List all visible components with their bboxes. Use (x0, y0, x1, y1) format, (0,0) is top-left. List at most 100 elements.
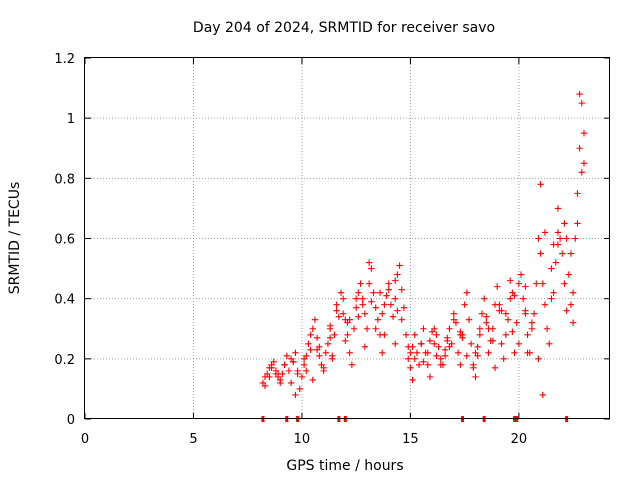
data-point (305, 340, 312, 347)
data-point (346, 349, 353, 357)
x-tick-label: 5 (189, 432, 197, 447)
chart-title: Day 204 of 2024, SRMTID for receiver sav… (193, 20, 495, 36)
data-point (476, 325, 484, 332)
data-point (329, 352, 336, 360)
data-point (441, 346, 449, 354)
data-point (511, 292, 518, 299)
data-point (339, 295, 347, 302)
data-point (524, 331, 531, 338)
data-point (292, 391, 299, 399)
data-point (316, 343, 323, 350)
data-point (463, 352, 471, 360)
y-axis-label: SRMTID / TECUs (7, 182, 23, 295)
data-point (498, 307, 505, 314)
data-point (309, 325, 316, 332)
data-point (470, 364, 477, 372)
data-point (426, 337, 434, 344)
data-point (574, 190, 581, 197)
data-point (507, 277, 514, 284)
data-point (556, 235, 564, 242)
data-point (379, 310, 386, 317)
data-point (533, 280, 540, 287)
data-point (355, 289, 362, 296)
data-point (283, 352, 290, 360)
data-point (409, 376, 416, 384)
data-point (528, 319, 536, 326)
data-point (457, 328, 464, 335)
data-point (398, 286, 405, 293)
data-point (500, 355, 507, 363)
x-tick-label: 10 (294, 432, 311, 447)
data-point (530, 310, 538, 317)
data-point (394, 307, 401, 314)
data-point (392, 277, 399, 284)
data-point (541, 301, 549, 308)
data-point (359, 295, 366, 302)
data-point (368, 298, 375, 305)
data-point (266, 373, 273, 381)
data-point (578, 169, 585, 176)
data-point (326, 334, 334, 341)
data-point (550, 289, 557, 296)
data-point (444, 337, 451, 344)
data-point (381, 301, 388, 308)
data-point (539, 280, 546, 287)
data-point (539, 391, 546, 399)
data-point (385, 280, 392, 287)
data-point (342, 337, 349, 344)
data-point (543, 325, 551, 332)
data-point (311, 316, 319, 323)
x-axis-label: GPS time / hours (286, 458, 403, 474)
data-point (546, 340, 553, 347)
data-point (361, 310, 369, 317)
data-point (524, 349, 531, 357)
data-point (433, 331, 440, 338)
data-point (359, 301, 366, 308)
data-point (322, 349, 330, 357)
data-point (396, 262, 403, 269)
data-point (424, 361, 431, 369)
data-point (394, 271, 401, 278)
data-point (465, 316, 473, 323)
data-point (365, 259, 373, 266)
data-point (567, 250, 575, 257)
data-point (392, 340, 399, 347)
data-point (513, 319, 520, 326)
data-point (298, 373, 306, 381)
data-point (383, 292, 390, 299)
data-point (561, 280, 568, 287)
data-point (474, 343, 481, 350)
data-point (331, 331, 338, 338)
data-point (563, 307, 570, 314)
data-point (361, 343, 369, 350)
data-point (411, 331, 418, 338)
data-point (376, 289, 384, 296)
data-point (576, 90, 583, 98)
data-point (357, 280, 364, 287)
data-point (496, 301, 503, 308)
data-point (511, 349, 518, 357)
data-point (270, 358, 277, 366)
axis-ticks: 0 0.2 0.4 0.6 0.8 1 1.2 0 5 10 15 20 (54, 52, 610, 447)
data-point (517, 271, 525, 278)
data-point (552, 259, 559, 266)
data-point (574, 220, 581, 227)
data-point (537, 250, 544, 257)
data-point (333, 301, 340, 308)
data-point (407, 349, 414, 357)
data-point (372, 304, 379, 311)
data-point (292, 349, 299, 357)
y-tick-label: 0.6 (54, 233, 75, 248)
data-point (309, 376, 316, 384)
data-point (405, 355, 412, 363)
data-point (300, 355, 308, 363)
data-point (535, 355, 542, 363)
data-point (580, 160, 588, 167)
data-point (348, 361, 356, 369)
data-point (350, 325, 358, 332)
data-point (352, 304, 360, 311)
data-point (303, 367, 310, 375)
data-point (424, 349, 431, 357)
data-point (580, 130, 588, 137)
data-point (569, 319, 577, 326)
